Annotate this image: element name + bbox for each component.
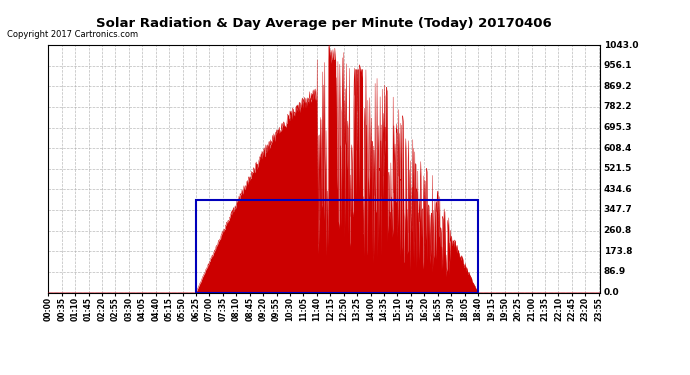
Text: 1043.0: 1043.0 (604, 40, 638, 50)
Text: 434.6: 434.6 (604, 185, 632, 194)
Text: 260.8: 260.8 (604, 226, 632, 235)
Text: Solar Radiation & Day Average per Minute (Today) 20170406: Solar Radiation & Day Average per Minute… (97, 17, 552, 30)
Text: Copyright 2017 Cartronics.com: Copyright 2017 Cartronics.com (7, 30, 138, 39)
Text: 86.9: 86.9 (604, 267, 626, 276)
Bar (196, 200, 478, 292)
Text: 695.3: 695.3 (604, 123, 632, 132)
Text: 956.1: 956.1 (604, 61, 632, 70)
Text: 347.7: 347.7 (604, 206, 633, 214)
Text: 173.8: 173.8 (604, 247, 632, 256)
Text: 0.0: 0.0 (604, 288, 620, 297)
Text: 608.4: 608.4 (604, 144, 632, 153)
Text: 782.2: 782.2 (604, 102, 632, 111)
Text: 869.2: 869.2 (604, 82, 632, 91)
Text: 521.5: 521.5 (604, 164, 632, 173)
